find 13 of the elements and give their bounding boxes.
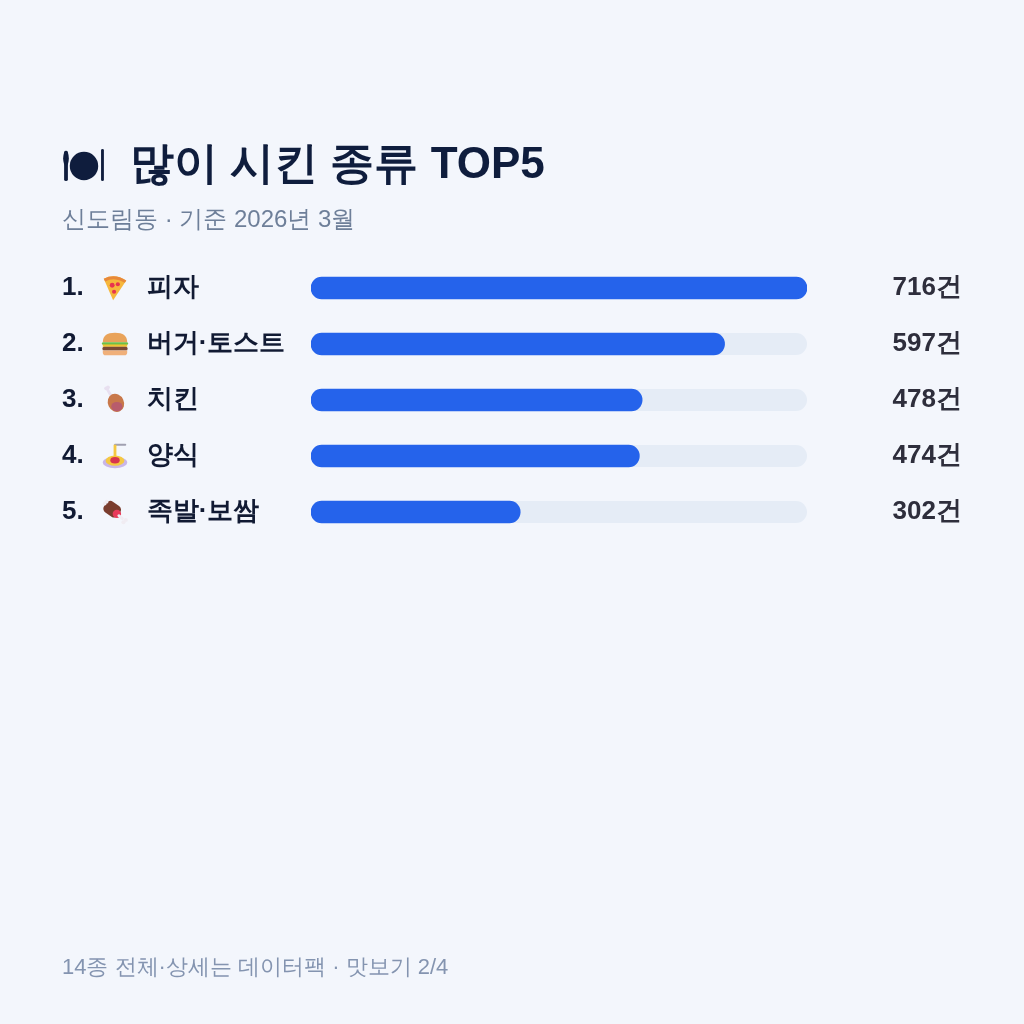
data-label: 597건	[892, 327, 962, 358]
data-label: 716건	[892, 271, 962, 302]
text: 14종 전체·상세는 데이터팩 · 맛보기 2/4	[62, 954, 449, 980]
data-label: 302건	[892, 495, 962, 526]
chart-subtitle: 신도림동 · 기준 2026년 3월	[62, 204, 356, 232]
category-label: 2. 버거·토스트	[62, 327, 286, 358]
category-label: 5. 족발·보쌈	[62, 495, 260, 526]
category-label: 4. 양식	[62, 439, 199, 470]
data-label: 478건	[892, 383, 962, 414]
category-label: 3. 치킨	[62, 383, 199, 414]
data-label: 474건	[892, 439, 962, 470]
category-label: 1. 피자	[62, 271, 199, 302]
chart-title: 많이 시킨 종류 TOP5	[130, 138, 545, 188]
